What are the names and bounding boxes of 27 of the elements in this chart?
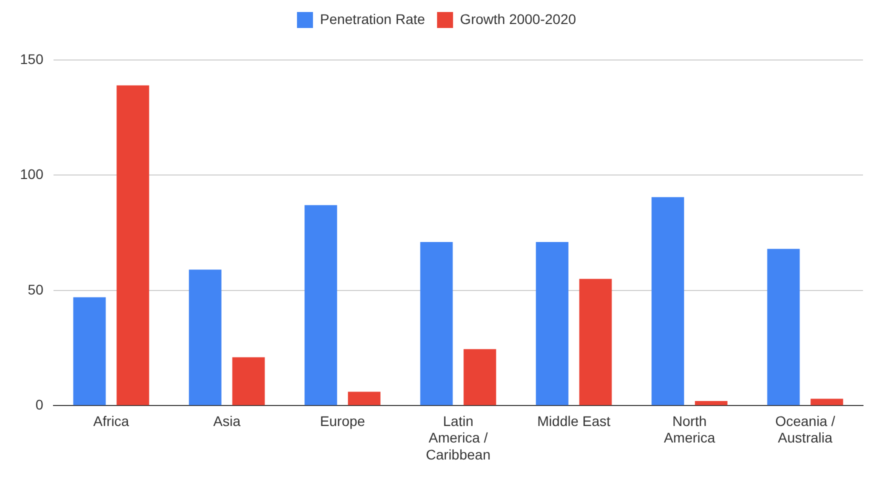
y-tick-label: 0: [36, 396, 44, 412]
legend-label: Growth 2000-2020: [460, 10, 576, 27]
bar: [579, 278, 612, 406]
bar: [188, 270, 222, 406]
bar: [810, 398, 844, 406]
x-tick-label: Asia: [213, 412, 241, 429]
bar: [652, 197, 684, 406]
bar: [348, 392, 380, 406]
x-tick-label: Middle East: [537, 412, 611, 429]
bar: [464, 349, 496, 406]
bar: [694, 400, 728, 406]
y-tick-label: 50: [28, 281, 44, 298]
bar: [536, 242, 568, 406]
bar: [232, 357, 265, 406]
x-tick-label: North America: [664, 412, 716, 446]
x-tick-label: Europe: [320, 412, 366, 429]
bar: [304, 205, 338, 406]
y-tick-label: 150: [20, 50, 44, 67]
bar: [116, 85, 150, 406]
bar: [767, 248, 800, 406]
bar: [420, 242, 453, 406]
y-tick-label: 100: [20, 166, 44, 182]
x-tick-label: Latin America / Caribbean: [426, 412, 490, 462]
x-tick-label: Africa: [93, 412, 130, 429]
legend-label: Penetration Rate: [320, 10, 426, 27]
x-tick-label: Oceania / Australia: [775, 412, 836, 446]
bar: [73, 297, 106, 406]
